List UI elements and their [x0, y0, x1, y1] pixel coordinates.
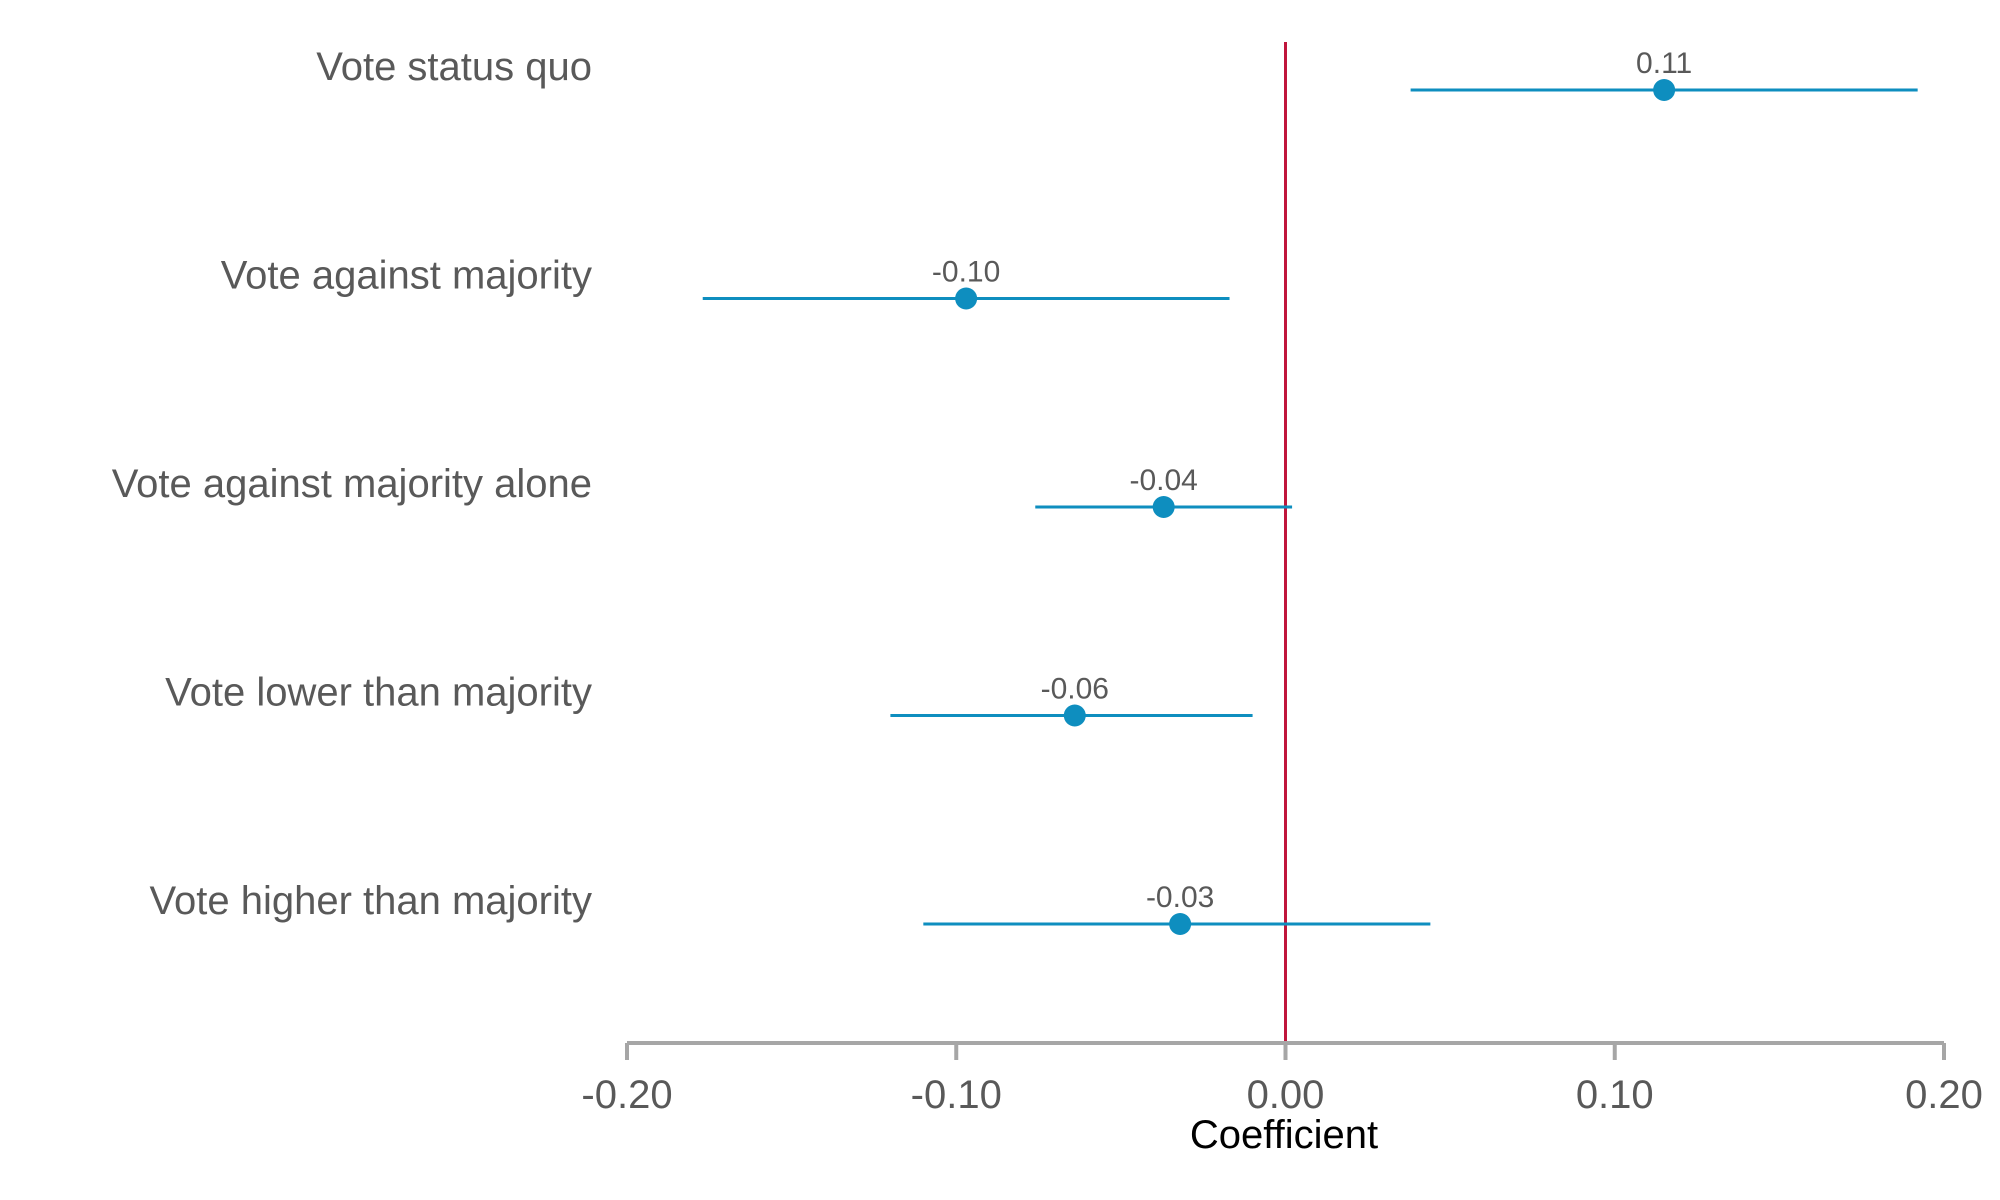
x-tick-label: 0.20 [1905, 1073, 1983, 1117]
category-label: Vote lower than majority [165, 671, 592, 715]
estimate-point [1169, 913, 1192, 935]
x-tick-label: 0.00 [1247, 1073, 1325, 1117]
value-label: -0.03 [1146, 881, 1214, 914]
estimate-point [1152, 496, 1175, 518]
value-label: -0.06 [1041, 673, 1109, 706]
x-tick-label: 0.10 [1576, 1073, 1654, 1117]
category-label: Vote higher than majority [150, 879, 592, 923]
value-label: -0.10 [932, 256, 1000, 289]
x-tick-label: -0.10 [911, 1073, 1002, 1117]
value-label: -0.04 [1129, 464, 1197, 497]
category-label: Vote against majority alone [112, 462, 592, 506]
x-axis-title: Coefficient [1190, 1113, 1378, 1157]
estimate-point [955, 287, 978, 310]
category-label: Vote status quo [316, 45, 592, 89]
estimates-series: 0.11 -0.10 -0.04 -0.06 -0.03 [702, 47, 1918, 935]
estimate-point [1063, 704, 1086, 727]
category-label: Vote against majority [221, 254, 592, 298]
estimate-point [1653, 79, 1676, 101]
x-tick-label: -0.20 [581, 1073, 672, 1117]
x-axis: -0.20 -0.10 0.00 0.10 0.20 [581, 1041, 1983, 1117]
category-labels: Vote status quo Vote against majority Vote… [112, 45, 592, 923]
value-label: 0.11 [1636, 47, 1692, 80]
